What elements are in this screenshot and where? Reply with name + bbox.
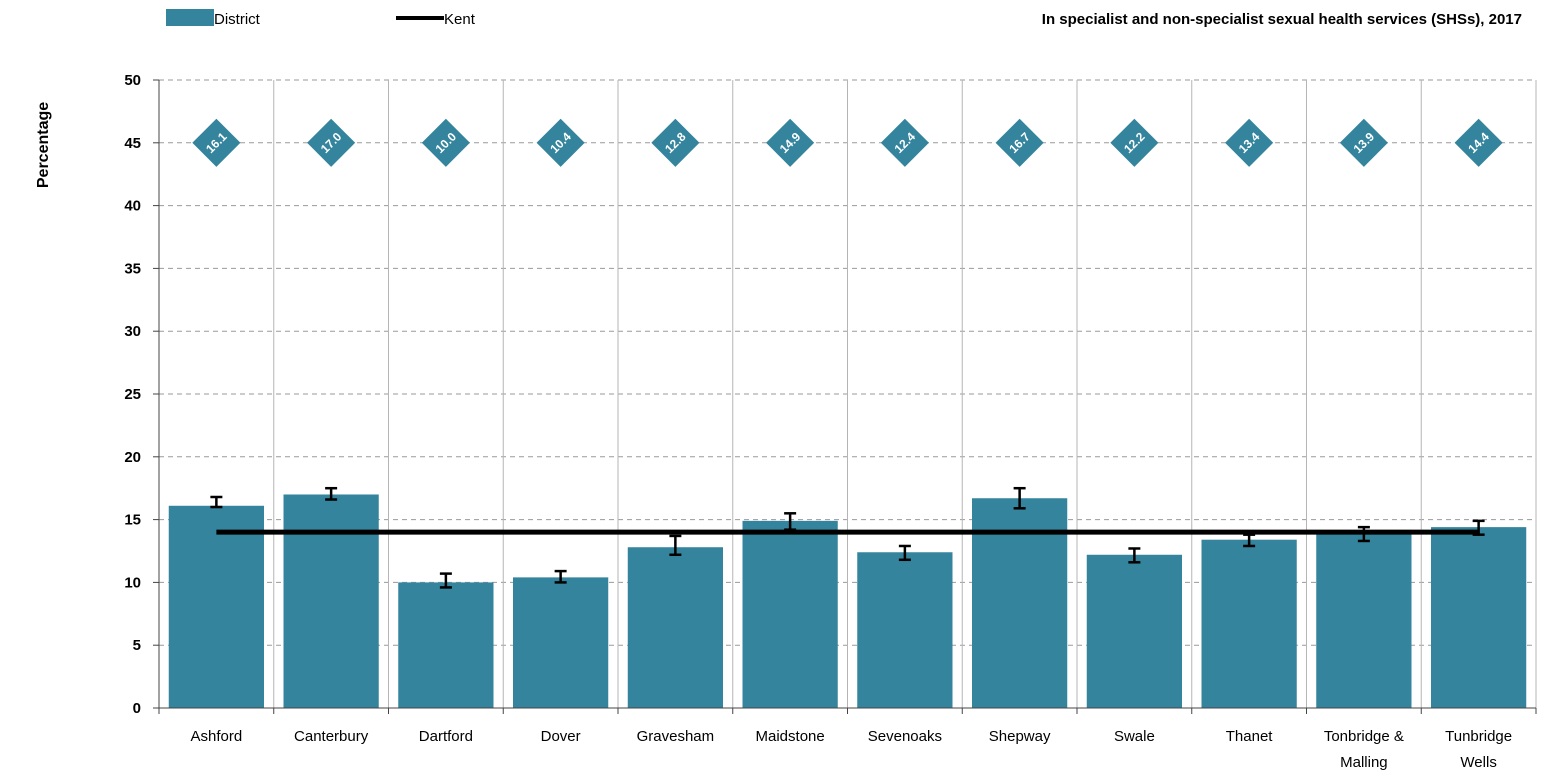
x-tick-label-4: Gravesham [637,728,715,745]
bar-2 [398,582,494,708]
y-tick-label-9: 45 [124,135,141,152]
x-tick-label-0: Ashford [191,728,243,745]
data-label-box-1 [307,118,356,167]
x-tick-label-9: Thanet [1226,728,1274,745]
bar-3 [513,577,609,708]
bar-6 [857,552,953,708]
bar-4 [627,547,723,708]
y-tick-label-10: 50 [124,72,141,89]
x-tick-label-7: Shepway [989,728,1051,745]
data-label-box-3 [536,118,585,167]
grid [159,79,1537,708]
bars [168,494,1527,708]
legend-kent-label: Kent [444,11,476,28]
legend-district-label: District [214,11,261,28]
bar-5 [742,520,838,708]
legend: District Kent [166,9,476,28]
data-label-box-2 [421,118,470,167]
x-tick-label-8: Swale [1114,728,1155,745]
data-label-box-6 [880,118,929,167]
x-tick-label-5: Maidstone [756,728,825,745]
x-tick-label-1: Canterbury [294,728,369,745]
bar-9 [1201,539,1297,708]
data-label-box-5 [766,118,815,167]
y-tick-label-3: 15 [124,512,141,529]
y-tick-label-8: 40 [124,198,141,215]
y-tick-label-4: 20 [124,449,141,466]
chart-title: In specialist and non-specialist sexual … [1042,11,1522,28]
bar-8 [1086,554,1182,708]
x-tick-label-6: Sevenoaks [868,728,942,745]
y-tick-label-0: 0 [133,700,141,717]
bar-0 [168,505,264,708]
y-tick-label-6: 30 [124,323,141,340]
bar-10 [1316,533,1412,708]
data-label-box-0 [192,118,241,167]
x-tick-label-3: Dover [541,728,581,745]
x-tick-label-10-line2: Malling [1340,754,1388,770]
y-tick-label-5: 25 [124,386,141,403]
y-axis: 0 5 10 15 20 25 30 35 40 45 50 [124,72,160,717]
y-tick-label-7: 35 [124,260,141,277]
bar-11 [1431,527,1527,708]
y-tick-label-1: 5 [133,637,141,654]
x-tick-label-2: Dartford [419,728,473,745]
legend-district-swatch [166,9,214,26]
x-tick-label-11-line2: Wells [1460,754,1496,770]
bar-1 [283,494,379,708]
x-tick-label-10: Tonbridge & [1324,728,1404,745]
y-tick-label-2: 10 [124,574,141,591]
x-axis: Ashford Canterbury Dartford Dover Gravesham M… [158,707,1537,770]
data-label-box-4 [651,118,700,167]
y-axis-label: Percentage [35,102,52,188]
x-tick-label-11: Tunbridge [1445,728,1512,745]
